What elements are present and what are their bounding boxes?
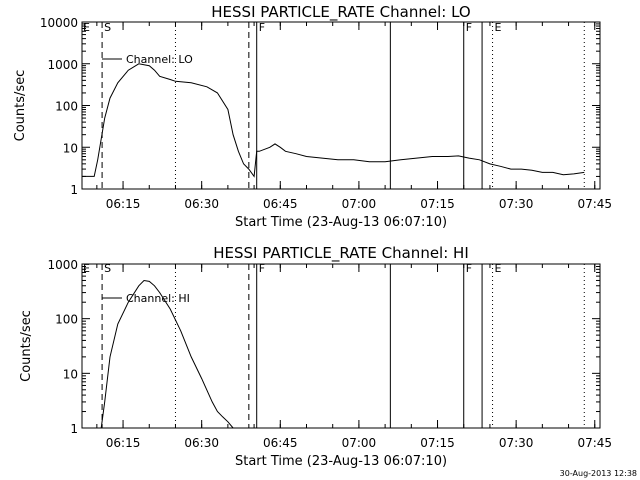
- corner-marker-label: E: [83, 262, 90, 275]
- x-axis-label: Start Time (23-Aug-13 06:07:10): [235, 454, 447, 469]
- chart-title: HESSI PARTICLE_RATE Channel: HI: [213, 244, 469, 263]
- plot-frame: [81, 21, 601, 190]
- chart-title: HESSI PARTICLE_RATE Channel: LO: [211, 3, 470, 22]
- chart-panel-2: HESSI PARTICLE_RATE Channel: HI 06:15 06:3…: [19, 244, 612, 469]
- y-tick-label: 1: [70, 422, 78, 436]
- y-tick-label: 1: [70, 183, 78, 197]
- x-tick-label: 06:15: [106, 436, 141, 450]
- event-marker-label: S: [104, 21, 111, 34]
- chart-panel-1: HESSI PARTICLE_RATE Channel: LO 06:15 06:3…: [13, 3, 612, 230]
- x-tick-label: 07:00: [342, 436, 377, 450]
- y-tick-label: 100: [55, 100, 78, 114]
- x-tick-label: 06:15: [106, 197, 141, 211]
- legend-entry: Channel: HI: [126, 292, 190, 305]
- x-tick-label: 07:30: [499, 197, 534, 211]
- event-marker-label: S: [104, 262, 111, 275]
- x-axis-label: Start Time (23-Aug-13 06:07:10): [235, 215, 447, 230]
- x-tick-label: 07:15: [420, 197, 455, 211]
- x-tick-label: 07:30: [499, 436, 534, 450]
- event-marker-label: E: [495, 262, 502, 275]
- corner-marker-label: E: [83, 21, 90, 34]
- event-marker-label: E: [495, 21, 502, 34]
- y-tick-label: 100: [55, 313, 78, 327]
- x-tick-label: 06:30: [184, 436, 219, 450]
- legend-entry: Channel: LO: [126, 53, 193, 66]
- x-tick-label: 06:45: [263, 436, 298, 450]
- y-tick-label: 10000: [40, 16, 78, 30]
- series-line: [82, 63, 585, 178]
- x-tick-label: 06:45: [263, 197, 298, 211]
- x-tick-label: 07:45: [577, 436, 612, 450]
- event-marker-label: F: [466, 262, 472, 275]
- y-axis-label: Counts/sec: [13, 70, 28, 142]
- y-tick-label: 10: [63, 141, 78, 155]
- y-tick-label: 10: [63, 367, 78, 381]
- event-marker-label: F: [259, 262, 265, 275]
- y-tick-label: 1000: [47, 58, 78, 72]
- plot-frame: [81, 263, 601, 429]
- x-tick-label: 07:00: [342, 197, 377, 211]
- y-axis-label: Counts/sec: [19, 310, 34, 382]
- x-tick-label: 07:45: [577, 197, 612, 211]
- event-marker-label: F: [466, 21, 472, 34]
- y-tick-label: 1000: [47, 258, 78, 272]
- x-tick-label: 07:15: [420, 436, 455, 450]
- x-tick-label: 06:30: [184, 197, 219, 211]
- series-line: [100, 279, 234, 429]
- plot-timestamp: 30-Aug-2013 12:38: [560, 469, 637, 478]
- event-marker-label: F: [259, 21, 265, 34]
